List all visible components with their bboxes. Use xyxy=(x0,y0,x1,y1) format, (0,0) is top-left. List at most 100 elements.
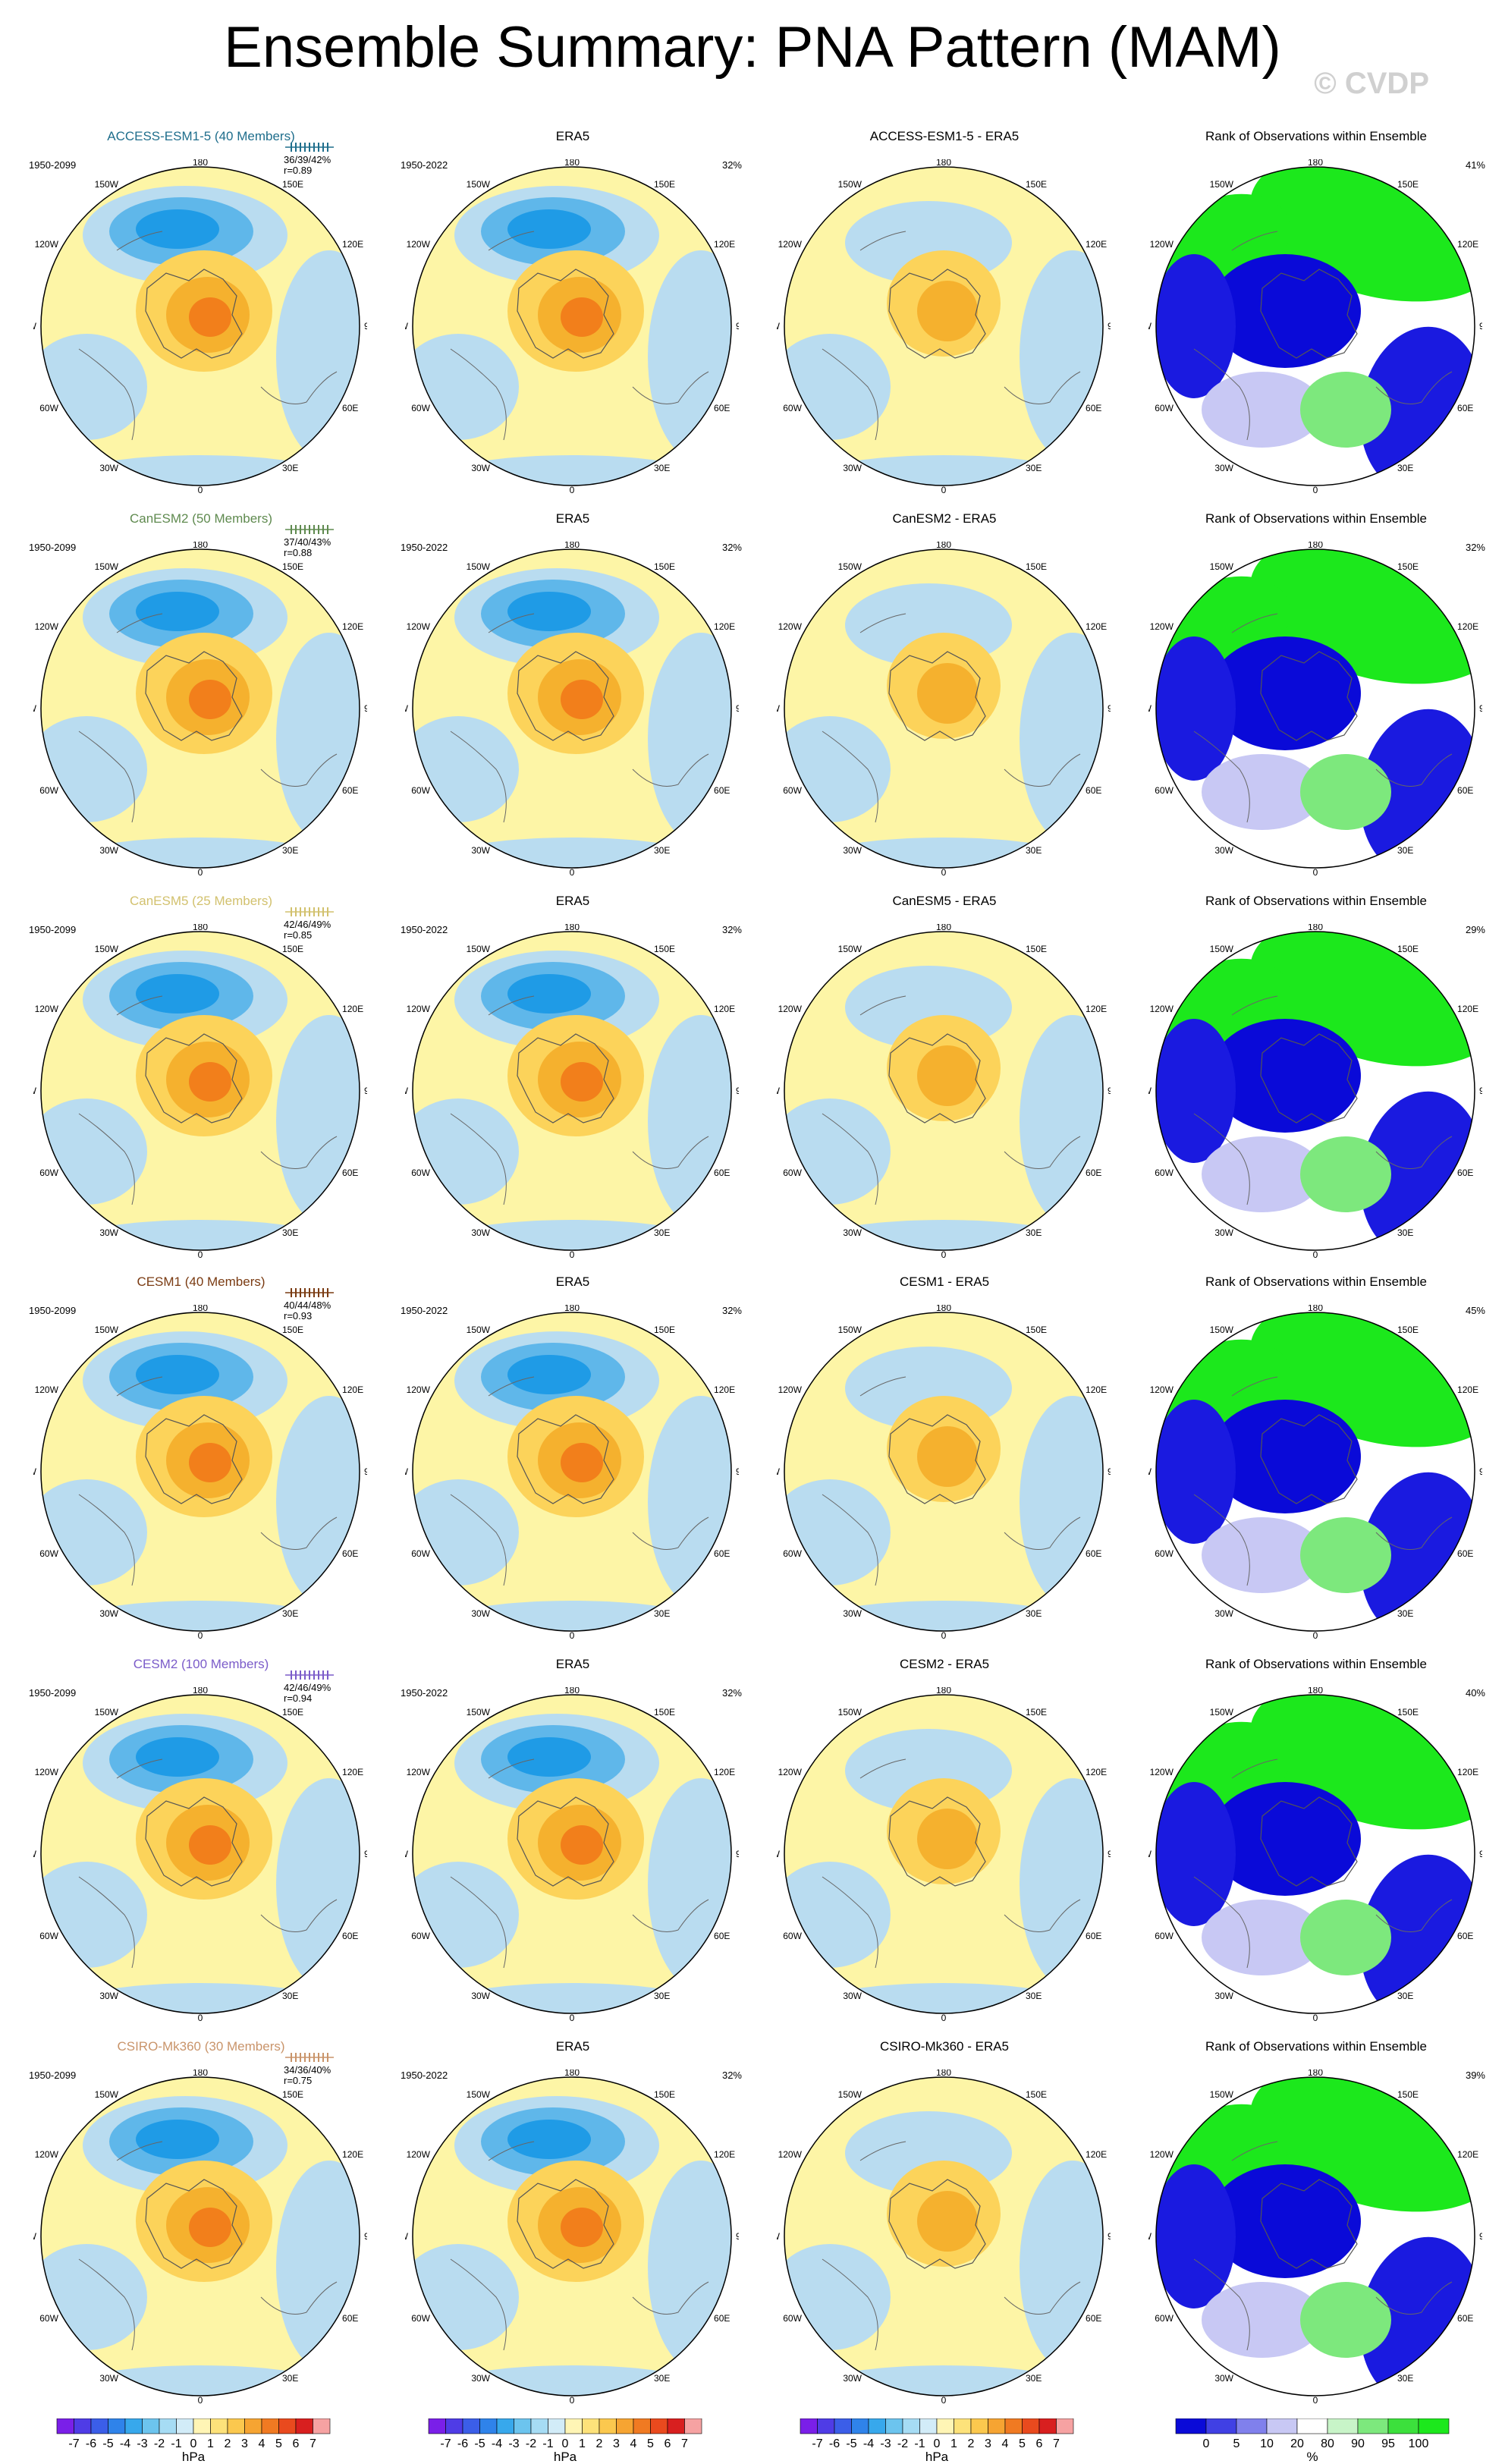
panel-row: CESM2 (100 Members) 1950-2099 42/46/49% r=0… xyxy=(0,1657,1505,2039)
map-label-30E: 30E xyxy=(1397,1991,1413,2001)
map-label-90E: 90E xyxy=(1108,2231,1111,2242)
map-label-90E: 90E xyxy=(736,703,739,714)
map-label-120E: 120E xyxy=(714,621,735,632)
map-label-120W: 120W xyxy=(35,2149,59,2160)
colorbar-tick-label: 7 xyxy=(681,2437,688,2450)
colorbar-tick-label: 80 xyxy=(1321,2437,1334,2450)
model-title: CanESM5 (25 Members) xyxy=(129,894,272,908)
map-label-90E: 90E xyxy=(364,2231,367,2242)
map-label-60W: 60W xyxy=(783,785,802,796)
map-label-90W: 90W xyxy=(777,1849,781,1859)
map-label-30E: 30E xyxy=(1026,1608,1042,1619)
colorbar-tick-label: -3 xyxy=(880,2437,891,2450)
obs-years: 1950-2022 xyxy=(401,924,448,935)
diff-panel: CSIRO-Mk360 - ERA5 180 150E 120E 90E 60E 30E 0 3… xyxy=(766,2039,1123,2422)
map-label-0: 0 xyxy=(1313,485,1318,493)
map-label-120E: 120E xyxy=(1086,1004,1107,1014)
colorbar-tick-label: 3 xyxy=(985,2437,991,2450)
correlation: r=0.94 xyxy=(284,1692,313,1704)
map-label-30W: 30W xyxy=(99,1991,118,2001)
map-label-60E: 60E xyxy=(714,1168,730,1178)
colorbar-tick-label: 1 xyxy=(950,2437,957,2450)
colorbar-tick-label: -6 xyxy=(86,2437,96,2450)
map-label-120E: 120E xyxy=(714,1004,735,1014)
map-label-90E: 90E xyxy=(1479,1086,1482,1096)
map-label-60W: 60W xyxy=(1155,1168,1174,1178)
map-label-150W: 150W xyxy=(838,179,862,190)
map-label-180: 180 xyxy=(564,2070,580,2078)
colorbar-tick-label: 7 xyxy=(1053,2437,1060,2450)
map-label-90W: 90W xyxy=(1148,321,1152,332)
map-label-120E: 120E xyxy=(1457,621,1478,632)
map-label-120W: 120W xyxy=(35,239,59,250)
colorbar-tick-label: -3 xyxy=(508,2437,519,2450)
obs-map: 180 150E 120E 90E 60E 30E 0 30W 60W 90W 120W 150W xyxy=(405,924,739,1258)
model-title: CESM1 (40 Members) xyxy=(137,1274,265,1289)
colorbar-swatch xyxy=(564,2418,583,2434)
map-label-60E: 60E xyxy=(1086,1168,1101,1178)
map-label-30E: 30E xyxy=(654,1991,670,2001)
map-label-150W: 150W xyxy=(467,179,491,190)
colorbar-tick-label: -4 xyxy=(492,2437,502,2450)
map-label-180: 180 xyxy=(936,1305,951,1313)
map-label-150W: 150W xyxy=(838,944,862,954)
colorbar-tick-label: -6 xyxy=(829,2437,840,2450)
diff-panel: CESM2 - ERA5 180 150E 120E 90E 60E 30E 0 30W 60W 9… xyxy=(766,1657,1123,2039)
map-label-30E: 30E xyxy=(1026,463,1042,473)
obs-pct: 32% xyxy=(721,159,742,171)
map-label-120W: 120W xyxy=(1150,1767,1174,1777)
colorbar-swatch xyxy=(1296,2418,1328,2434)
pct-stats: 37/40/43% xyxy=(284,536,331,548)
colorbar-unit: hPa xyxy=(554,2450,577,2464)
map-label-30W: 30W xyxy=(843,2373,862,2384)
colorbar-swatch xyxy=(1266,2418,1298,2434)
map-label-90W: 90W xyxy=(33,703,37,714)
map-label-90E: 90E xyxy=(1479,321,1482,332)
map-label-90E: 90E xyxy=(736,2231,739,2242)
colorbar-swatch xyxy=(868,2418,886,2434)
obs-title: ERA5 xyxy=(555,2039,590,2054)
colorbar-tick-label: 4 xyxy=(630,2437,637,2450)
map-label-30E: 30E xyxy=(654,1227,670,1238)
map-label-90W: 90W xyxy=(33,1849,37,1859)
map-label-90W: 90W xyxy=(405,1086,409,1096)
map-label-150E: 150E xyxy=(654,179,675,190)
map-label-30W: 30W xyxy=(1214,1608,1233,1619)
map-label-150E: 150E xyxy=(282,1707,303,1718)
map-label-150E: 150E xyxy=(1026,561,1047,572)
colorbar-swatch xyxy=(74,2418,92,2434)
map-label-60E: 60E xyxy=(1086,2313,1101,2324)
map-label-60W: 60W xyxy=(1155,403,1174,413)
map-label-120E: 120E xyxy=(342,621,363,632)
map-label-150W: 150W xyxy=(1210,944,1234,954)
colorbar-unit: hPa xyxy=(925,2450,949,2464)
rank-pct: 29% xyxy=(1465,924,1485,935)
map-label-30W: 30W xyxy=(99,463,118,473)
map-label-0: 0 xyxy=(570,867,575,875)
map-label-30E: 30E xyxy=(282,1227,298,1238)
map-label-60W: 60W xyxy=(39,1931,58,1941)
map-label-150W: 150W xyxy=(1210,2089,1234,2100)
colorbar-swatch xyxy=(851,2418,869,2434)
rank-pct: 45% xyxy=(1465,1305,1485,1316)
colorbar-tick-label: 0 xyxy=(190,2437,197,2450)
rank-pct: 41% xyxy=(1465,159,1485,171)
map-label-90W: 90W xyxy=(405,1849,409,1859)
colorbar-swatch xyxy=(1418,2418,1450,2434)
colorbar-swatch xyxy=(1004,2418,1023,2434)
map-label-30W: 30W xyxy=(1214,845,1233,856)
model-panel: ACCESS-ESM1-5 (40 Members) 1950-2099 36/39… xyxy=(23,129,379,511)
map-label-150W: 150W xyxy=(1210,1707,1234,1718)
colorbar-swatch xyxy=(970,2418,988,2434)
colorbar-tick-label: -1 xyxy=(542,2437,553,2450)
map-label-90E: 90E xyxy=(364,1466,367,1477)
obs-title: ERA5 xyxy=(555,511,590,526)
colorbar-swatch xyxy=(56,2418,74,2434)
colorbar-tick-label: 2 xyxy=(968,2437,975,2450)
obs-pct: 32% xyxy=(721,542,742,553)
model-panel: CanESM5 (25 Members) 1950-2099 42/46/49% r=… xyxy=(23,894,379,1276)
map-label-150E: 150E xyxy=(1026,1707,1047,1718)
map-label-60E: 60E xyxy=(342,1931,358,1941)
colorbar-swatch xyxy=(1327,2418,1359,2434)
colorbar-swatch xyxy=(514,2418,532,2434)
